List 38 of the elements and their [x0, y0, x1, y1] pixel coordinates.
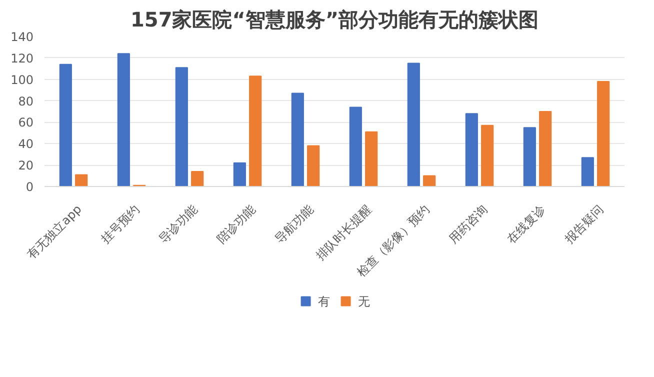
bar	[59, 64, 72, 186]
bar	[481, 124, 494, 186]
bar	[407, 62, 420, 186]
bar	[291, 92, 304, 186]
x-tick-label: 导航功能	[272, 202, 316, 246]
bar	[175, 67, 188, 186]
bar	[75, 174, 88, 186]
y-tick-label: 100	[10, 72, 34, 87]
x-tick-label: 挂号预约	[98, 202, 142, 246]
legend-label: 有	[318, 294, 330, 308]
bar	[365, 131, 378, 186]
bar	[597, 81, 610, 186]
bar	[117, 53, 130, 186]
bar	[307, 145, 320, 186]
y-tick-label: 120	[10, 51, 34, 66]
bar	[581, 157, 594, 186]
y-tick-label: 80	[18, 94, 34, 108]
x-tick-label: 陪诊功能	[214, 202, 258, 246]
y-tick-label: 20	[18, 158, 34, 173]
x-tick-label: 导诊功能	[156, 202, 200, 246]
x-tick-label: 在线复诊	[504, 202, 548, 246]
bar	[233, 162, 246, 186]
legend-label: 无	[358, 294, 370, 308]
y-tick-label: 60	[18, 116, 34, 130]
chart-title: 157家医院“智慧服务”部分功能有无的簇状图	[130, 8, 539, 32]
bar	[349, 106, 362, 186]
bar	[539, 111, 552, 186]
y-tick-label: 0	[26, 180, 34, 194]
bar	[249, 76, 262, 186]
y-tick-label: 140	[10, 30, 34, 44]
x-tick-label: 用药咨询	[446, 202, 490, 246]
bar	[423, 175, 436, 186]
y-tick-label: 40	[18, 137, 34, 152]
bar	[523, 127, 536, 186]
bar	[191, 171, 204, 186]
bar	[465, 113, 478, 186]
x-tick-label: 报告疑问	[562, 202, 606, 247]
x-tick-label: 有无独立app	[24, 202, 84, 262]
